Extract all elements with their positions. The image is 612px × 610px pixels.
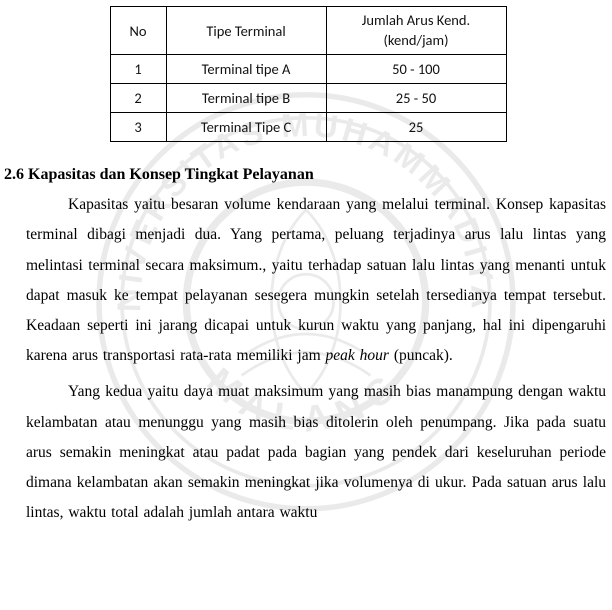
cell-tipe: Terminal tipe B [166,84,326,113]
th-arus-line1: Jumlah Arus Kend. [362,11,470,29]
terminal-type-table: No Tipe Terminal Jumlah Arus Kend. (kend… [110,6,507,142]
table-row: 2 Terminal tipe B 25 - 50 [110,84,506,113]
peak-hour-italic: peak hour [326,347,389,364]
paragraph-2: Yang kedua yaitu daya muat maksimum yang… [26,377,606,528]
cell-no: 3 [110,113,166,142]
cell-no: 2 [110,84,166,113]
th-tipe: Tipe Terminal [166,7,326,55]
cell-no: 1 [110,55,166,84]
cell-arus: 25 - 50 [326,84,506,113]
cell-arus: 50 - 100 [326,55,506,84]
th-arus: Jumlah Arus Kend. (kend/jam) [326,7,506,55]
cell-tipe: Terminal Tipe C [166,113,326,142]
para1-tail: (puncak). [389,347,453,364]
table-row: 1 Terminal tipe A 50 - 100 [110,55,506,84]
table-row: 3 Terminal Tipe C 25 [110,113,506,142]
th-arus-line2: (kend/jam) [384,31,449,49]
th-no: No [110,7,166,55]
section-heading: 2.6 Kapasitas dan Konsep Tingkat Pelayan… [4,166,606,184]
paragraph-1: Kapasitas yaitu besaran volume kendaraan… [26,190,606,371]
para1-body: Kapasitas yaitu besaran volume kendaraan… [26,196,606,364]
cell-arus: 25 [326,113,506,142]
cell-tipe: Terminal tipe A [166,55,326,84]
